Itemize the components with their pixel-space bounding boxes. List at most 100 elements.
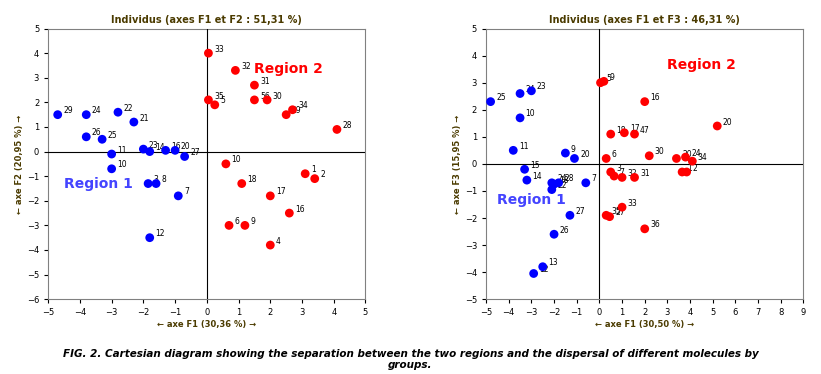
Point: [545, 187, 558, 193]
Point: [628, 174, 641, 180]
Text: 6: 6: [612, 150, 617, 159]
Text: 21: 21: [140, 114, 149, 123]
Text: 11: 11: [117, 145, 126, 154]
Text: 14: 14: [155, 143, 165, 152]
Point: [172, 193, 185, 199]
Text: 29: 29: [63, 106, 73, 115]
Point: [616, 204, 629, 210]
Point: [202, 97, 215, 103]
Point: [617, 130, 631, 136]
Point: [248, 82, 261, 88]
Text: 30: 30: [655, 147, 664, 156]
Text: 15: 15: [530, 161, 539, 170]
Point: [507, 147, 520, 153]
Text: 35: 35: [214, 92, 224, 101]
Point: [594, 80, 607, 86]
Text: FIG. 2. Cartesian diagram showing the separation between the two regions and the: FIG. 2. Cartesian diagram showing the se…: [62, 349, 759, 359]
Text: 23: 23: [149, 141, 158, 150]
Point: [525, 88, 538, 94]
Point: [209, 102, 222, 108]
Text: 2: 2: [320, 170, 325, 179]
Point: [282, 210, 296, 216]
Point: [235, 181, 248, 187]
Text: 20: 20: [682, 150, 691, 159]
Text: 27: 27: [576, 207, 585, 216]
Point: [604, 131, 617, 137]
Point: [80, 134, 93, 140]
Point: [599, 156, 612, 162]
Text: 14: 14: [533, 172, 542, 181]
Text: 33: 33: [627, 199, 637, 208]
Text: 29: 29: [291, 106, 301, 115]
Point: [643, 153, 656, 159]
Point: [105, 166, 118, 172]
Point: [527, 270, 540, 276]
Text: 28: 28: [342, 121, 352, 130]
Text: 32: 32: [627, 169, 637, 178]
Point: [686, 158, 699, 164]
Point: [280, 112, 293, 118]
X-axis label: ← axe F1 (30,36 %) →: ← axe F1 (30,36 %) →: [158, 320, 256, 329]
Text: 6: 6: [235, 217, 240, 226]
Point: [568, 156, 581, 162]
Y-axis label: ← axe F2 (20,95 %) →: ← axe F2 (20,95 %) →: [15, 114, 24, 214]
Text: 10: 10: [232, 156, 241, 165]
Text: 12: 12: [155, 229, 165, 238]
Point: [680, 169, 693, 175]
Text: 11: 11: [519, 142, 529, 151]
Text: 31: 31: [260, 77, 269, 86]
Y-axis label: ← axe F3 (15,95 %) →: ← axe F3 (15,95 %) →: [453, 114, 462, 214]
Text: 56: 56: [260, 92, 270, 101]
Text: 24: 24: [557, 174, 567, 183]
Text: 16: 16: [171, 142, 181, 151]
Point: [143, 235, 156, 241]
Point: [202, 50, 215, 56]
Point: [229, 67, 242, 73]
Point: [264, 242, 277, 248]
Point: [286, 107, 299, 113]
Text: 27: 27: [615, 208, 625, 217]
Point: [638, 226, 651, 232]
Text: 24: 24: [691, 149, 700, 158]
Point: [536, 264, 549, 270]
Point: [248, 97, 261, 103]
Point: [143, 148, 156, 154]
Text: 24: 24: [92, 106, 102, 115]
Point: [518, 166, 531, 172]
Point: [521, 177, 534, 183]
Point: [628, 131, 641, 137]
Point: [604, 169, 617, 175]
Text: 32: 32: [241, 62, 250, 71]
Title: Individus (axes F1 et F2 : 51,31 %): Individus (axes F1 et F2 : 51,31 %): [112, 15, 302, 25]
Point: [608, 173, 621, 179]
Point: [112, 109, 125, 115]
Text: 10: 10: [525, 110, 535, 119]
Text: 12: 12: [539, 265, 548, 274]
Text: 31: 31: [640, 169, 649, 178]
Text: 17: 17: [276, 187, 286, 196]
Text: 8: 8: [162, 175, 167, 184]
Point: [513, 91, 526, 96]
Point: [513, 115, 526, 121]
Point: [563, 212, 576, 218]
Text: 7: 7: [184, 187, 189, 196]
Point: [676, 169, 689, 175]
Point: [330, 126, 343, 132]
Point: [178, 153, 191, 159]
Point: [484, 99, 498, 105]
Point: [580, 180, 593, 186]
X-axis label: ← axe F1 (30,50 %) →: ← axe F1 (30,50 %) →: [595, 320, 695, 329]
Point: [616, 174, 629, 180]
Text: 26: 26: [560, 226, 569, 235]
Text: 26: 26: [92, 128, 102, 137]
Text: 22: 22: [123, 104, 133, 113]
Text: 7: 7: [591, 174, 596, 183]
Text: 1: 1: [311, 165, 315, 174]
Point: [238, 223, 251, 229]
Text: 3: 3: [154, 175, 158, 184]
Text: 18: 18: [560, 176, 569, 185]
Text: 24: 24: [525, 85, 535, 94]
Text: 18: 18: [247, 175, 257, 184]
Text: 13: 13: [548, 258, 558, 267]
Point: [222, 223, 236, 229]
